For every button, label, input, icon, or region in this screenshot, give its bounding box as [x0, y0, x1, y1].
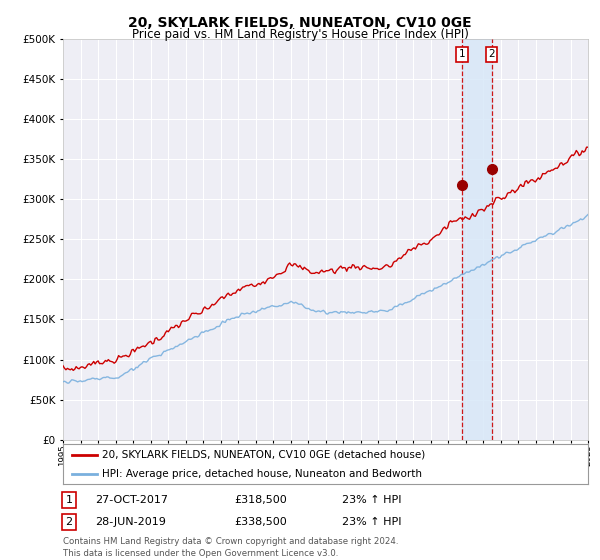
- Text: 20, SKYLARK FIELDS, NUNEATON, CV10 0GE (detached house): 20, SKYLARK FIELDS, NUNEATON, CV10 0GE (…: [103, 450, 425, 460]
- Text: 23% ↑ HPI: 23% ↑ HPI: [342, 495, 401, 505]
- Text: Contains HM Land Registry data © Crown copyright and database right 2024.
This d: Contains HM Land Registry data © Crown c…: [63, 537, 398, 558]
- Text: 23% ↑ HPI: 23% ↑ HPI: [342, 517, 401, 527]
- Text: HPI: Average price, detached house, Nuneaton and Bedworth: HPI: Average price, detached house, Nune…: [103, 469, 422, 479]
- Text: 2: 2: [65, 517, 73, 527]
- Bar: [463, 39, 491, 440]
- Text: 28-JUN-2019: 28-JUN-2019: [95, 517, 166, 527]
- Text: 1: 1: [65, 495, 73, 505]
- Text: 1: 1: [459, 49, 466, 59]
- Text: Price paid vs. HM Land Registry's House Price Index (HPI): Price paid vs. HM Land Registry's House …: [131, 28, 469, 41]
- Text: 27-OCT-2017: 27-OCT-2017: [95, 495, 168, 505]
- Text: 2: 2: [488, 49, 495, 59]
- Text: £318,500: £318,500: [234, 495, 287, 505]
- Text: £338,500: £338,500: [234, 517, 287, 527]
- Text: 20, SKYLARK FIELDS, NUNEATON, CV10 0GE: 20, SKYLARK FIELDS, NUNEATON, CV10 0GE: [128, 16, 472, 30]
